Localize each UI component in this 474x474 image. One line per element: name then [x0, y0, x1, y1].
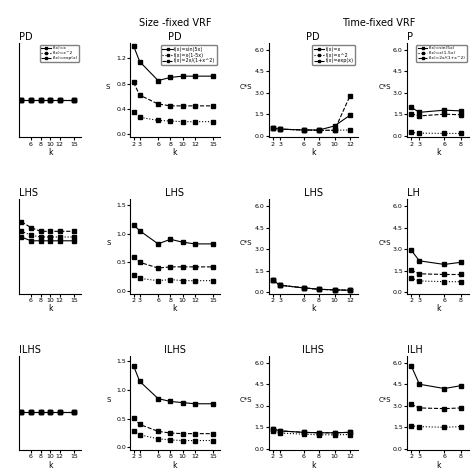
X-axis label: k: k — [173, 304, 177, 313]
Title: LHS: LHS — [165, 188, 184, 198]
Y-axis label: C*S: C*S — [240, 84, 253, 90]
Legend: f(x)=sin(5x), f(x)=x(1-5x), f(x)=2x/(1+x^2): f(x)=sin(5x), f(x)=x(1-5x), f(x)=2x/(1+x… — [161, 45, 217, 65]
X-axis label: k: k — [311, 461, 316, 470]
Y-axis label: C*S: C*S — [378, 240, 391, 246]
Y-axis label: C*S: C*S — [240, 397, 253, 403]
X-axis label: k: k — [48, 461, 52, 470]
Y-axis label: S: S — [106, 84, 110, 90]
X-axis label: k: k — [173, 461, 177, 470]
Legend: f(x)=sin(5x), f(x)=x(1-5x), f(x)=2x/(1+x^2): f(x)=sin(5x), f(x)=x(1-5x), f(x)=2x/(1+x… — [416, 45, 467, 62]
Y-axis label: S: S — [106, 240, 110, 246]
Text: P: P — [407, 32, 413, 42]
Y-axis label: C*S: C*S — [240, 240, 253, 246]
X-axis label: k: k — [436, 304, 440, 313]
Text: PD: PD — [19, 32, 33, 42]
Text: ILH: ILH — [407, 345, 423, 355]
Title: PD: PD — [168, 32, 182, 42]
Text: LH: LH — [407, 188, 420, 198]
Text: LHS: LHS — [19, 188, 38, 198]
Legend: f(x)=x, f(x)=x^2, f(x)=exp(x): f(x)=x, f(x)=x^2, f(x)=exp(x) — [312, 45, 356, 65]
Title: LHS: LHS — [304, 188, 323, 198]
Legend: f(x)=x, f(x)=x^2, f(x)=exp(x): f(x)=x, f(x)=x^2, f(x)=exp(x) — [40, 45, 79, 62]
X-axis label: k: k — [436, 461, 440, 470]
X-axis label: k: k — [311, 148, 316, 157]
X-axis label: k: k — [436, 148, 440, 157]
X-axis label: k: k — [48, 304, 52, 313]
Text: ILHS: ILHS — [19, 345, 41, 355]
Text: Size -fixed VRF: Size -fixed VRF — [139, 18, 211, 28]
Text: Time-fixed VRF: Time-fixed VRF — [343, 18, 416, 28]
Y-axis label: C*S: C*S — [378, 84, 391, 90]
Y-axis label: S: S — [106, 397, 110, 403]
X-axis label: k: k — [173, 148, 177, 157]
Title: ILHS: ILHS — [302, 345, 324, 355]
Y-axis label: C*S: C*S — [378, 397, 391, 403]
X-axis label: k: k — [311, 304, 316, 313]
Title: ILHS: ILHS — [164, 345, 186, 355]
Title: PD: PD — [306, 32, 320, 42]
X-axis label: k: k — [48, 148, 52, 157]
